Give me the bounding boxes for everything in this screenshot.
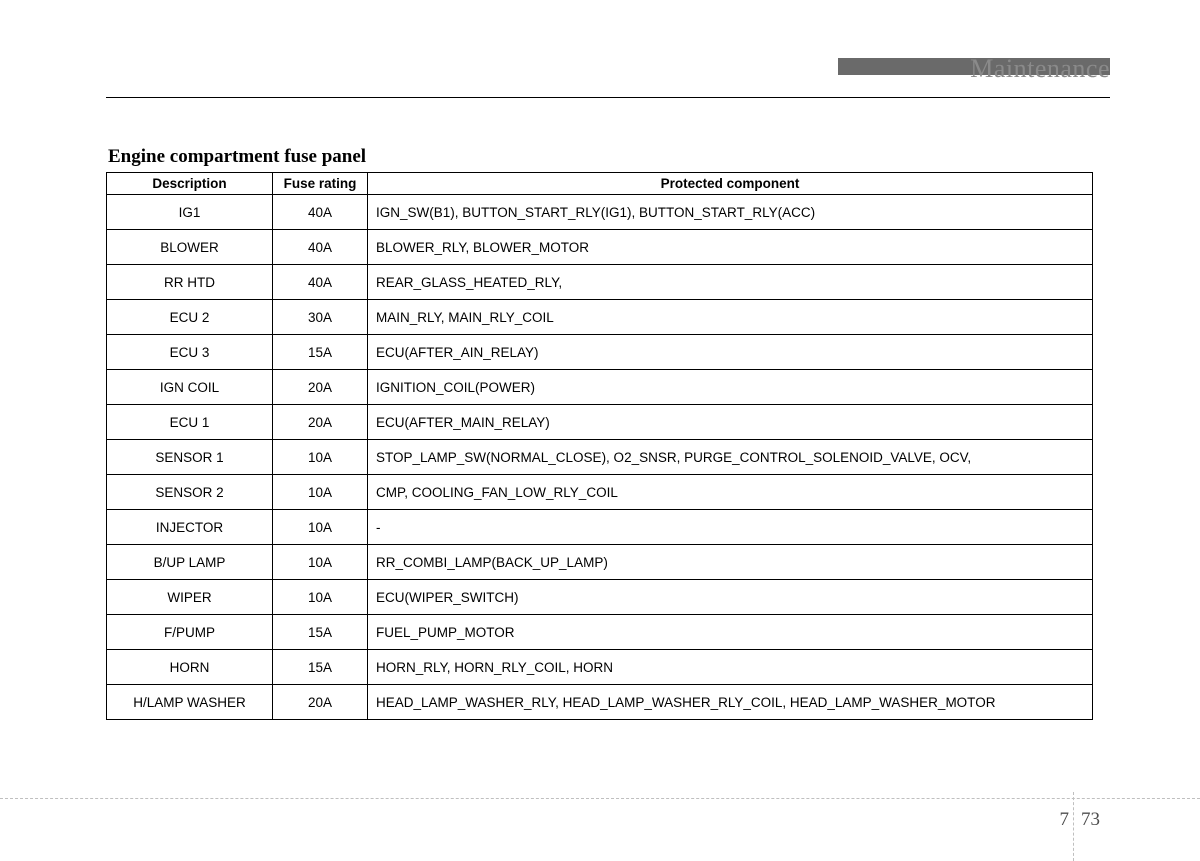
cell-protected-component: IGN_SW(B1), BUTTON_START_RLY(IG1), BUTTO… (368, 195, 1093, 230)
cell-fuse-rating: 10A (273, 510, 368, 545)
cell-fuse-rating: 10A (273, 545, 368, 580)
cell-protected-component: IGNITION_COIL(POWER) (368, 370, 1093, 405)
cell-description: SENSOR 1 (107, 440, 273, 475)
col-header-description: Description (107, 173, 273, 195)
content-area: Engine compartment fuse panel Descriptio… (106, 98, 1110, 720)
cell-fuse-rating: 20A (273, 370, 368, 405)
table-title: Engine compartment fuse panel (108, 146, 1110, 168)
cell-description: ECU 2 (107, 300, 273, 335)
cell-description: INJECTOR (107, 510, 273, 545)
cell-description: IGN COIL (107, 370, 273, 405)
cell-fuse-rating: 15A (273, 650, 368, 685)
cell-protected-component: CMP, COOLING_FAN_LOW_RLY_COIL (368, 475, 1093, 510)
cell-fuse-rating: 10A (273, 440, 368, 475)
cell-protected-component: REAR_GLASS_HEATED_RLY, (368, 265, 1093, 300)
cell-protected-component: RR_COMBI_LAMP(BACK_UP_LAMP) (368, 545, 1093, 580)
table-row: F/PUMP 15A FUEL_PUMP_MOTOR (107, 615, 1093, 650)
table-row: SENSOR 2 10A CMP, COOLING_FAN_LOW_RLY_CO… (107, 475, 1093, 510)
cell-protected-component: ECU(AFTER_MAIN_RELAY) (368, 405, 1093, 440)
page-header: Maintenance (106, 58, 1110, 98)
cell-fuse-rating: 15A (273, 615, 368, 650)
table-row: ECU 2 30A MAIN_RLY, MAIN_RLY_COIL (107, 300, 1093, 335)
cell-description: B/UP LAMP (107, 545, 273, 580)
page-number-value: 73 (1076, 809, 1100, 830)
table-header-row: Description Fuse rating Protected compon… (107, 173, 1093, 195)
cell-protected-component: HORN_RLY, HORN_RLY_COIL, HORN (368, 650, 1093, 685)
cell-fuse-rating: 40A (273, 195, 368, 230)
cell-protected-component: - (368, 510, 1093, 545)
cell-protected-component: HEAD_LAMP_WASHER_RLY, HEAD_LAMP_WASHER_R… (368, 685, 1093, 720)
cell-description: WIPER (107, 580, 273, 615)
cell-protected-component: STOP_LAMP_SW(NORMAL_CLOSE), O2_SNSR, PUR… (368, 440, 1093, 475)
table-row: IGN COIL 20A IGNITION_COIL(POWER) (107, 370, 1093, 405)
cell-fuse-rating: 40A (273, 265, 368, 300)
table-row: H/LAMP WASHER 20A HEAD_LAMP_WASHER_RLY, … (107, 685, 1093, 720)
cell-fuse-rating: 40A (273, 230, 368, 265)
table-row: SENSOR 1 10A STOP_LAMP_SW(NORMAL_CLOSE),… (107, 440, 1093, 475)
chapter-number: 7 (1060, 809, 1077, 830)
table-row: IG1 40A IGN_SW(B1), BUTTON_START_RLY(IG1… (107, 195, 1093, 230)
cell-protected-component: MAIN_RLY, MAIN_RLY_COIL (368, 300, 1093, 335)
cell-protected-component: FUEL_PUMP_MOTOR (368, 615, 1093, 650)
fuse-table: Description Fuse rating Protected compon… (106, 172, 1093, 720)
cell-fuse-rating: 10A (273, 580, 368, 615)
cell-fuse-rating: 20A (273, 405, 368, 440)
col-header-protected-component: Protected component (368, 173, 1093, 195)
cell-description: ECU 3 (107, 335, 273, 370)
col-header-fuse-rating: Fuse rating (273, 173, 368, 195)
cell-description: HORN (107, 650, 273, 685)
cell-fuse-rating: 30A (273, 300, 368, 335)
table-row: B/UP LAMP 10A RR_COMBI_LAMP(BACK_UP_LAMP… (107, 545, 1093, 580)
cell-protected-component: ECU(AFTER_AIN_RELAY) (368, 335, 1093, 370)
section-title: Maintenance (970, 54, 1110, 84)
cell-description: F/PUMP (107, 615, 273, 650)
cell-protected-component: ECU(WIPER_SWITCH) (368, 580, 1093, 615)
table-row: INJECTOR 10A - (107, 510, 1093, 545)
cell-description: BLOWER (107, 230, 273, 265)
cell-fuse-rating: 10A (273, 475, 368, 510)
table-row: HORN 15A HORN_RLY, HORN_RLY_COIL, HORN (107, 650, 1093, 685)
table-row: ECU 3 15A ECU(AFTER_AIN_RELAY) (107, 335, 1093, 370)
cell-protected-component: BLOWER_RLY, BLOWER_MOTOR (368, 230, 1093, 265)
table-row: RR HTD 40A REAR_GLASS_HEATED_RLY, (107, 265, 1093, 300)
cell-description: RR HTD (107, 265, 273, 300)
cell-description: ECU 1 (107, 405, 273, 440)
cell-description: SENSOR 2 (107, 475, 273, 510)
cell-description: IG1 (107, 195, 273, 230)
cell-fuse-rating: 15A (273, 335, 368, 370)
crop-guide-horizontal (0, 798, 1200, 799)
table-row: ECU 1 20A ECU(AFTER_MAIN_RELAY) (107, 405, 1093, 440)
page-number: 773 (1060, 809, 1101, 831)
cell-description: H/LAMP WASHER (107, 685, 273, 720)
cell-fuse-rating: 20A (273, 685, 368, 720)
table-row: WIPER 10A ECU(WIPER_SWITCH) (107, 580, 1093, 615)
table-body: IG1 40A IGN_SW(B1), BUTTON_START_RLY(IG1… (107, 195, 1093, 720)
page: Maintenance Engine compartment fuse pane… (0, 0, 1200, 720)
table-row: BLOWER 40A BLOWER_RLY, BLOWER_MOTOR (107, 230, 1093, 265)
